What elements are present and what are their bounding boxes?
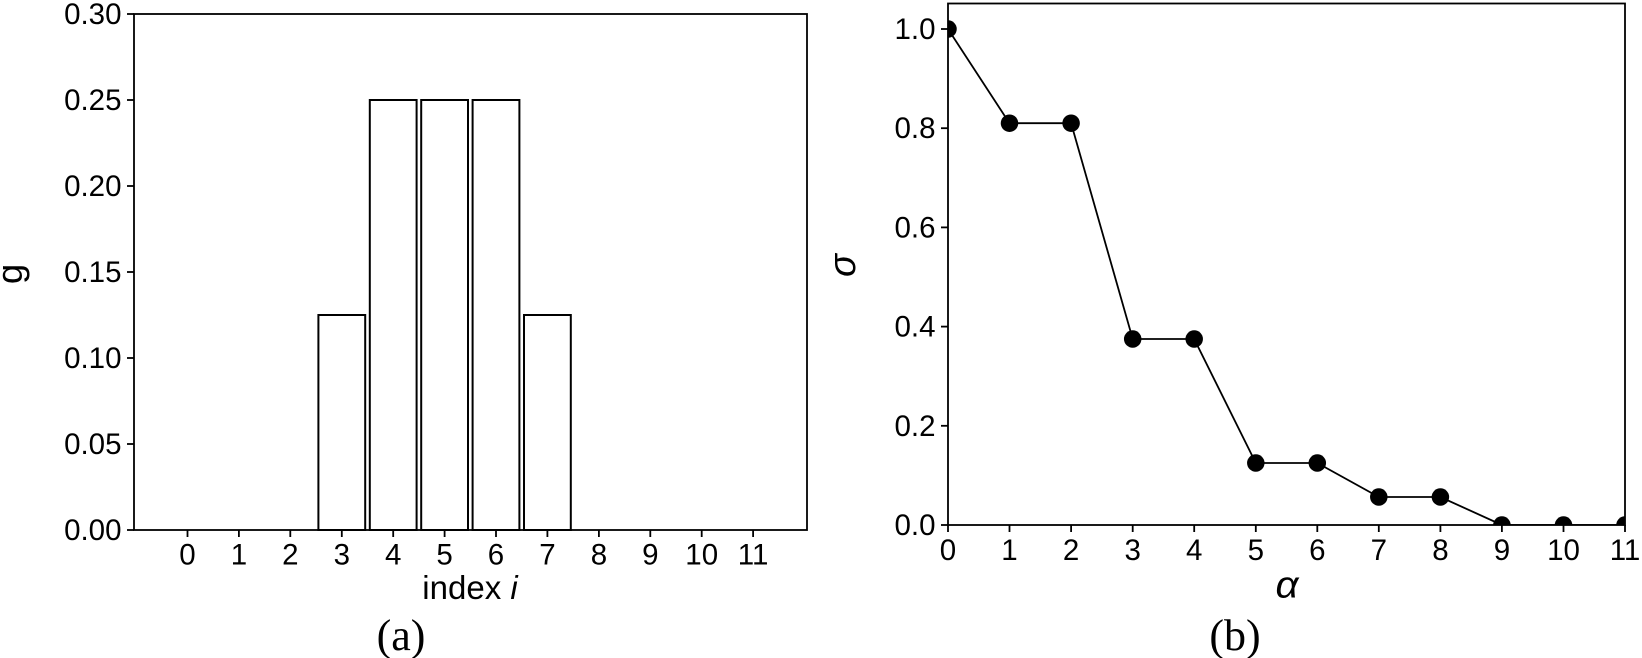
svg-text:1: 1 [1001,534,1017,567]
svg-text:index i: index i [422,569,519,606]
svg-text:10: 10 [685,539,718,572]
svg-text:2: 2 [1063,534,1079,567]
svg-text:0.10: 0.10 [64,342,121,375]
svg-text:3: 3 [1124,534,1140,567]
svg-text:8: 8 [1432,534,1448,567]
svg-text:0.00: 0.00 [64,514,121,547]
svg-text:4: 4 [1186,534,1202,567]
svg-text:0.6: 0.6 [894,211,935,244]
svg-text:11: 11 [1610,534,1641,567]
svg-text:α: α [1276,565,1300,607]
svg-text:7: 7 [1371,534,1387,567]
svg-text:0.30: 0.30 [64,0,121,31]
svg-text:3: 3 [334,539,350,572]
svg-text:6: 6 [1309,534,1325,567]
svg-text:0.05: 0.05 [64,428,121,461]
svg-text:1: 1 [231,539,247,572]
svg-text:4: 4 [385,539,401,572]
svg-text:9: 9 [1494,534,1510,567]
svg-text:0: 0 [179,539,195,572]
svg-text:2: 2 [282,539,298,572]
svg-text:10: 10 [1547,534,1580,567]
svg-text:0.2: 0.2 [894,410,935,443]
svg-text:σ: σ [822,252,864,277]
svg-text:9: 9 [642,539,658,572]
svg-text:5: 5 [436,539,452,572]
svg-text:6: 6 [488,539,504,572]
svg-text:0.25: 0.25 [64,84,121,117]
svg-text:0.4: 0.4 [894,311,935,344]
svg-text:(a): (a) [377,611,426,658]
svg-text:1.0: 1.0 [894,13,935,46]
svg-text:5: 5 [1248,534,1264,567]
svg-text:0.0: 0.0 [894,509,935,542]
svg-text:(b): (b) [1209,611,1260,658]
svg-text:0.20: 0.20 [64,170,121,203]
svg-text:0.15: 0.15 [64,256,121,289]
svg-text:8: 8 [591,539,607,572]
svg-text:g: g [0,264,30,284]
svg-text:11: 11 [738,539,769,572]
svg-text:0.8: 0.8 [894,112,935,145]
svg-text:0: 0 [940,534,956,567]
svg-text:7: 7 [539,539,555,572]
